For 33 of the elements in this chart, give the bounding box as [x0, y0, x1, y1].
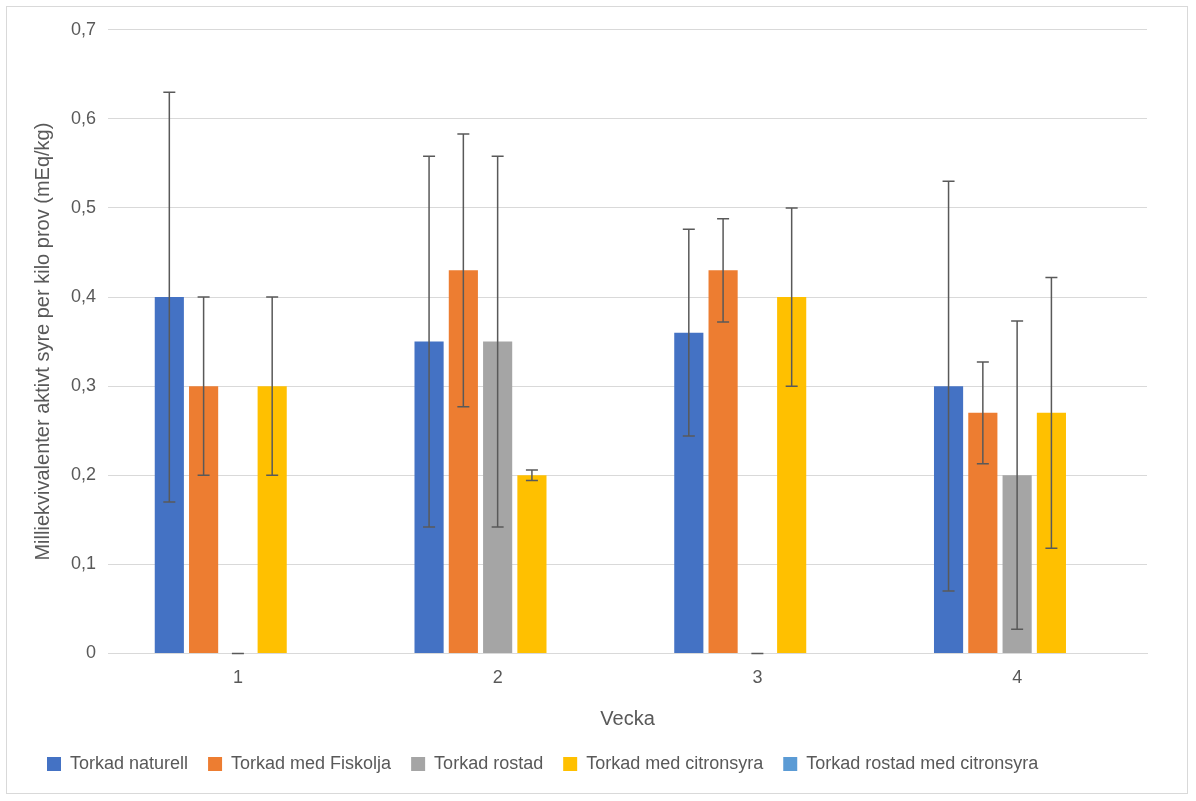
bar: [1036, 412, 1066, 653]
x-tick-label: 2: [492, 667, 503, 688]
y-tick-label: 0,4: [70, 286, 97, 307]
x-tick-label: 3: [752, 667, 763, 688]
y-tick-label: 0,3: [70, 375, 97, 396]
legend-label: Torkad med citronsyra: [586, 752, 765, 773]
legend-label: Torkad rostad: [434, 752, 544, 773]
bar: [708, 270, 738, 653]
x-axis-title: Vecka: [600, 706, 656, 729]
y-axis-title: Milliekvivalenter aktivt syre per kilo prov (mEq/kg): [30, 122, 53, 561]
y-tick-label: 0,6: [70, 107, 97, 128]
bar: [257, 386, 287, 653]
bar: [517, 475, 547, 653]
bar: [777, 297, 807, 653]
bar: [154, 297, 184, 653]
y-tick-label: 0,5: [70, 196, 97, 217]
bar: [483, 341, 513, 653]
bar: [448, 270, 478, 653]
y-tick-label: 0,7: [70, 18, 97, 39]
bar: [1002, 475, 1032, 653]
bar: [189, 386, 219, 653]
legend-label: Torkad med Fiskolja: [231, 752, 393, 773]
y-tick-label: 0,2: [70, 464, 97, 485]
bar: [414, 341, 444, 653]
bar: [968, 412, 998, 653]
bar: [933, 386, 964, 653]
y-tick-label: 0,1: [70, 553, 97, 574]
x-tick-label: 1: [232, 667, 243, 688]
legend-label: Torkad rostad med citronsyra: [806, 752, 1040, 773]
y-tick-label: 0: [86, 642, 97, 663]
x-tick-label: 4: [1012, 667, 1023, 688]
bar: [674, 332, 704, 653]
legend-label: Torkad naturell: [70, 752, 189, 773]
